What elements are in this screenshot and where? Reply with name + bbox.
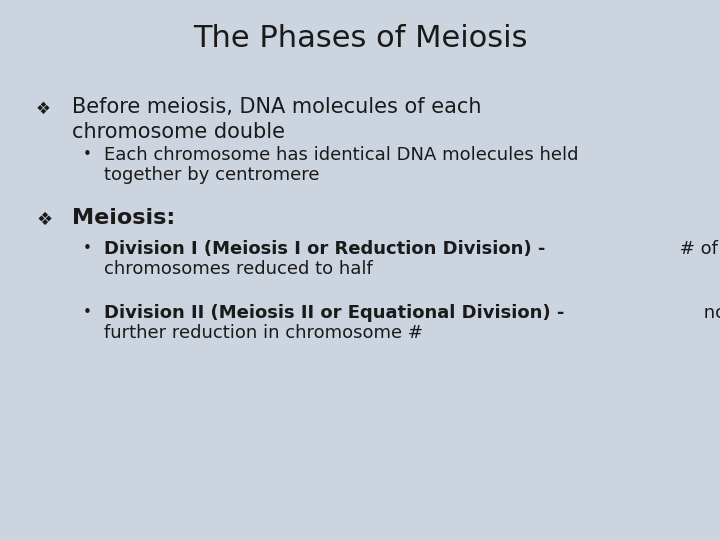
Text: chromosomes reduced to half: chromosomes reduced to half	[104, 260, 373, 278]
Text: •: •	[83, 305, 91, 320]
Text: Each chromosome has identical DNA molecules held: Each chromosome has identical DNA molecu…	[104, 146, 579, 164]
Text: Division II (Meiosis II or Equational Division) -: Division II (Meiosis II or Equational Di…	[104, 304, 564, 322]
Text: •: •	[83, 147, 91, 162]
Text: together by centromere: together by centromere	[104, 166, 320, 184]
Text: The Phases of Meiosis: The Phases of Meiosis	[193, 24, 527, 53]
Text: Before meiosis, DNA molecules of each: Before meiosis, DNA molecules of each	[72, 97, 482, 117]
Text: •: •	[83, 241, 91, 256]
Text: ❖: ❖	[36, 211, 52, 228]
Text: # of: # of	[674, 240, 718, 258]
Text: further reduction in chromosome #: further reduction in chromosome #	[104, 324, 423, 342]
Text: chromosome double: chromosome double	[72, 122, 285, 141]
Text: Division I (Meiosis I or Reduction Division) -: Division I (Meiosis I or Reduction Divis…	[104, 240, 546, 258]
Text: Meiosis:: Meiosis:	[72, 208, 175, 228]
Text: ❖: ❖	[36, 100, 51, 118]
Text: no: no	[698, 304, 720, 322]
